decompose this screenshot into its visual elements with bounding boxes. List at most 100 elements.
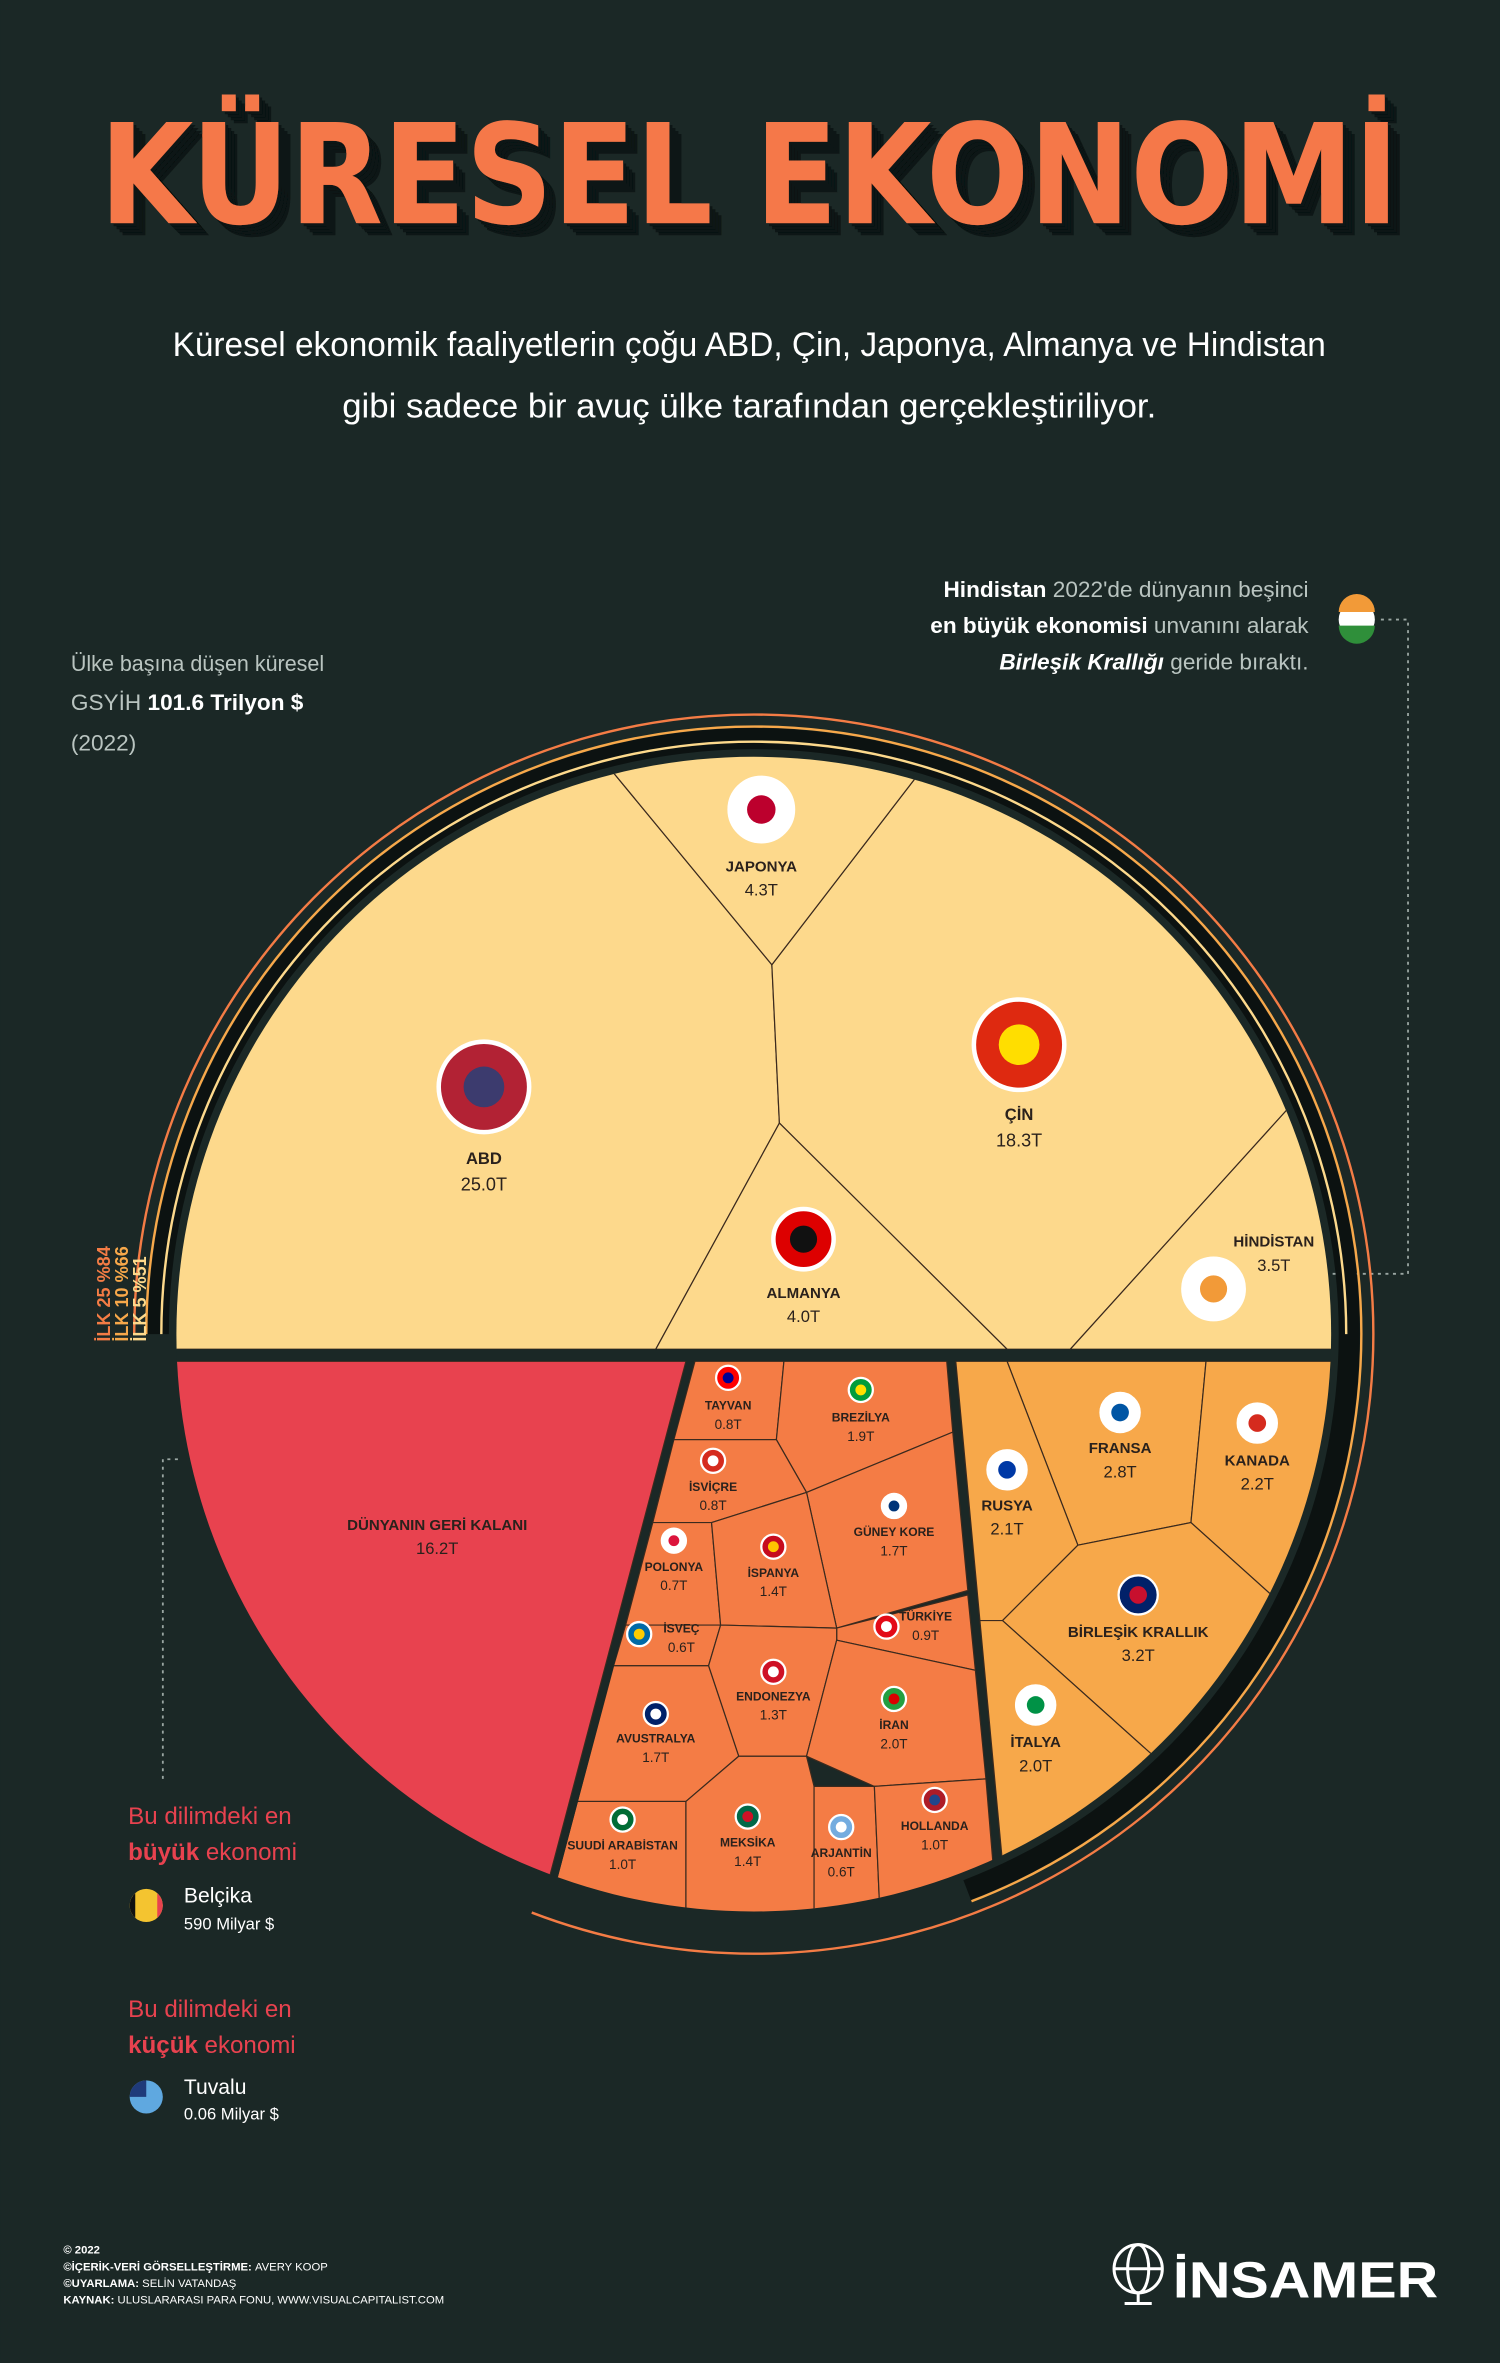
note: Ülke başına düşen küresel <box>71 651 324 676</box>
note: küçük ekonomi <box>128 2032 296 2059</box>
cell-label: JAPONYA <box>726 858 798 875</box>
cell-label: TAYVAN <box>705 1399 752 1413</box>
flag-icon <box>855 1384 867 1396</box>
note-bold: en büyük ekonomisi <box>930 613 1147 638</box>
connector <box>161 1458 178 1779</box>
amount: 590 Milyar $ <box>184 1915 274 1934</box>
note-text: geride bıraktı. <box>1170 649 1308 674</box>
note-text: GSYİH <box>71 690 141 715</box>
note-bold: Birleşik Krallığı <box>999 649 1164 674</box>
value-label: 3.2T <box>1122 1646 1155 1665</box>
cell-label: RUSYA <box>981 1498 1032 1515</box>
footer-label: ©UYARLAMA: <box>63 2278 139 2290</box>
cell-label: FRANSA <box>1089 1440 1152 1457</box>
value-label: 2.2T <box>1241 1474 1274 1493</box>
cell-label: DÜNYANIN GERİ KALANI <box>347 1517 527 1534</box>
flag-icon <box>1338 625 1375 644</box>
flag-icon <box>633 1628 645 1640</box>
ring <box>160 740 1348 1335</box>
amount: 0.06 Milyar $ <box>184 2105 279 2124</box>
note: büyük ekonomi <box>128 1839 297 1866</box>
flag-icon <box>742 1811 754 1822</box>
value-label: 0.8T <box>700 1498 727 1513</box>
flag-icon <box>747 795 776 824</box>
flag-icon <box>1338 593 1375 613</box>
value-label: 3.5T <box>1257 1256 1290 1275</box>
flag-icon <box>1199 1275 1228 1303</box>
value-label: 1.3T <box>760 1708 787 1723</box>
ring-label: İLK 10 %66 <box>112 1246 132 1341</box>
flag-icon <box>129 1893 136 1918</box>
cell-label: ALMANYA <box>767 1285 841 1302</box>
flag-icon <box>129 2080 147 2097</box>
flag-icon <box>998 1024 1040 1066</box>
flag-icon <box>888 1500 900 1512</box>
flag-icon <box>1111 1403 1129 1422</box>
ring-label: İLK 5 %51 <box>130 1256 150 1341</box>
title: KÜRESEL EKONOMİ <box>100 94 1399 256</box>
value-label: 18.3T <box>996 1131 1042 1151</box>
value-label: 1.7T <box>642 1750 669 1765</box>
cell-label: SUUDİ ARABİSTAN <box>567 1838 677 1853</box>
value-label: 0.6T <box>668 1640 695 1655</box>
value-label: 16.2T <box>416 1539 458 1558</box>
value-label: 2.0T <box>1019 1756 1052 1775</box>
value-label: 1.9T <box>847 1429 874 1444</box>
value-label: 1.0T <box>609 1857 636 1872</box>
gap <box>528 1360 695 1912</box>
cell <box>571 756 959 966</box>
value-label: 1.4T <box>760 1584 787 1599</box>
value-label: 1.0T <box>921 1837 948 1852</box>
subtitle: gibi sadece bir avuç ülke tarafından ger… <box>342 388 1156 426</box>
flag-icon <box>1248 1414 1267 1432</box>
value-label: 2.8T <box>1103 1462 1136 1481</box>
cell-label: GÜNEY KORE <box>854 1524 935 1539</box>
cell-label: POLONYA <box>645 1560 704 1574</box>
value-label: 2.1T <box>990 1520 1023 1539</box>
flag-icon <box>888 1693 900 1705</box>
flag-icon <box>650 1708 662 1720</box>
flag-icon <box>929 1794 941 1806</box>
footer-text: © 2022 <box>63 2245 100 2257</box>
note-bold: 101.6 Trilyon $ <box>148 690 304 715</box>
flag-icon <box>789 1225 818 1253</box>
footer-text: KAYNAK: ULUSLARARASI PARA FONU, WWW.VISU… <box>63 2294 444 2306</box>
flag-icon <box>835 1821 847 1833</box>
flag-icon <box>617 1814 629 1825</box>
value-label: 2.0T <box>880 1736 907 1751</box>
value-label: 25.0T <box>461 1174 507 1194</box>
note-bold: küçük <box>128 2032 198 2059</box>
flag-icon <box>668 1535 680 1547</box>
note: en büyük ekonomisi unvanını alarak <box>930 613 1309 638</box>
footer-label: KAYNAK: <box>63 2294 114 2306</box>
cell-label: İSPANYA <box>748 1565 800 1580</box>
ring-label: İLK 25 %84 <box>94 1246 114 1341</box>
cell-label: ABD <box>466 1149 502 1168</box>
footer-text: ©İÇERİK-VERİ GÖRSELLEŞTİRME: AVERY KOOP <box>63 2260 327 2273</box>
cell-label: HOLLANDA <box>901 1819 969 1833</box>
flag-icon <box>767 1666 779 1678</box>
cell-label: İTALYA <box>1010 1734 1061 1751</box>
cell-label: BİRLEŞİK KRALLIK <box>1068 1624 1209 1641</box>
flag-icon <box>1129 1586 1147 1604</box>
flag-icon <box>707 1455 719 1467</box>
value-label: 4.0T <box>787 1307 820 1326</box>
flag-icon <box>129 1888 163 1923</box>
value-label: 4.3T <box>745 880 778 899</box>
note-bold: büyük <box>128 1839 200 1866</box>
flag-icon <box>157 1893 163 1918</box>
flag-icon <box>722 1372 734 1384</box>
flag-icon <box>881 1621 892 1633</box>
footer-text: ©UYARLAMA: SELİN VATANDAŞ <box>63 2277 236 2290</box>
subtitle: Küresel ekonomik faaliyetlerin çoğu ABD,… <box>173 326 1326 364</box>
gap <box>176 1349 1332 1362</box>
footer-label: ©İÇERİK-VERİ GÖRSELLEŞTİRME: <box>63 2260 251 2273</box>
cell-label: ÇİN <box>1005 1105 1034 1124</box>
logo: İNSAMER <box>1173 2251 1438 2308</box>
note: Hindistan 2022'de dünyanın beşinci <box>943 577 1308 602</box>
cell-label: İSVİÇRE <box>689 1479 737 1494</box>
country: Belçika <box>184 1884 252 1907</box>
logo-icon <box>1112 2243 1164 2305</box>
value-label: 1.4T <box>734 1854 761 1869</box>
